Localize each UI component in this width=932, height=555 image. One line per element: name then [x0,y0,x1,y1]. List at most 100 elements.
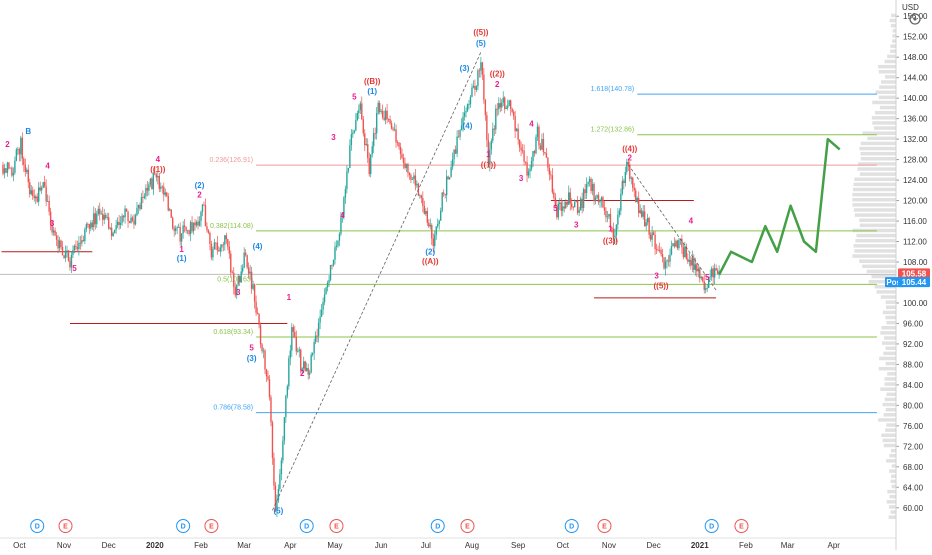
candle-body-467 [697,268,699,272]
dividend-marker-6[interactable]: D [430,519,445,533]
wave-label-37: ((4)) [622,144,637,153]
candle-body-458 [684,246,686,257]
profile-bar [878,70,896,74]
y-tick-label-23: 152.00 [903,33,928,42]
candle-body-457 [682,247,685,257]
earnings-marker-7[interactable]: E [460,519,475,533]
profile-bar [883,336,896,340]
earnings-marker-1[interactable]: E [58,519,73,533]
wave-label-6: ((1)) [150,165,165,174]
candle-body-187 [280,460,283,475]
candle-body-311 [465,111,467,113]
candle-body-363 [542,138,545,153]
candle-body-223 [334,247,336,260]
badge-label-1: Post [886,278,904,287]
dividend-marker-0[interactable]: D [30,519,45,533]
event-circle [299,519,314,533]
candle-body-382 [571,203,573,208]
candle-body-419 [626,161,628,172]
wave-label-44: 5 [705,273,710,282]
candle-body-399 [596,195,598,198]
candle-body-93 [140,197,143,210]
candle-body-222 [332,259,335,266]
candle-body-13 [21,137,24,159]
dividend-marker-8[interactable]: D [564,519,579,533]
overlay-layer [272,51,841,511]
profile-bar [852,187,896,192]
candle-body-230 [344,189,347,198]
candle-body-63 [96,213,98,225]
earnings-marker-5[interactable]: E [329,519,344,533]
candle-body-185 [277,488,280,501]
wave-label-25: ((5)) [473,28,488,37]
profile-bar [890,510,896,514]
candle-body-236 [353,130,356,133]
candle-body-176 [264,350,266,370]
profile-bar [889,469,896,473]
candle-body-381 [569,192,571,204]
profile-bar [887,489,896,494]
profile-bar [859,259,896,263]
candle-body-175 [262,350,265,352]
earnings-marker-9[interactable]: E [597,519,612,533]
candle-body-150 [225,235,228,240]
candle-body-453 [676,240,679,249]
dividend-marker-2[interactable]: D [176,519,191,533]
candle-body-54 [82,240,85,242]
candle-body-360 [538,126,540,146]
wave-label-3: 3 [50,219,55,228]
candle-body-56 [85,224,88,230]
candle-body-252 [377,102,379,114]
candle-body-181 [271,422,274,458]
candle-body-37 [57,239,59,249]
x-tick-label-11: Sep [511,541,526,550]
candle-body-294 [439,210,442,221]
x-tick-label-4: Feb [194,541,208,550]
candle-body-251 [375,113,378,134]
earnings-marker-3[interactable]: E [204,519,219,533]
candle-body-67 [102,213,104,220]
profile-bar [887,372,896,376]
wave-label-4: 5 [72,264,77,273]
profile-bar [881,80,896,84]
candle-body-477 [712,268,714,278]
candle-body-416 [621,180,624,194]
profile-bar [854,249,896,253]
candle-body-118 [177,226,180,228]
candle-body-206 [308,372,311,375]
candle-body-103 [155,174,158,178]
fib-label-4: 0.786(78.58) [213,405,253,412]
candle-body-49 [75,245,77,248]
candle-body-427 [638,197,640,214]
candle-body-101 [152,173,155,190]
candle-body-214 [320,309,323,317]
candle-body-313 [468,104,470,105]
candle-body-43 [66,250,68,252]
candle-body-465 [694,264,696,270]
candle-body-178 [267,376,269,380]
dividend-marker-4[interactable]: D [299,519,314,533]
wave-label-13: 5 [249,344,254,353]
candle-body-365 [545,153,548,158]
dividend-marker-10[interactable]: D [704,519,719,533]
candle-body-318 [475,86,478,90]
y-tick-label-4: 76.00 [903,422,924,431]
profile-bar [867,136,896,141]
x-tick-label-7: May [327,541,342,550]
candle-body-272 [407,163,409,173]
candle-body-26 [40,187,43,191]
gear-icon[interactable] [909,13,921,25]
wave-label-16: 2 [300,369,305,378]
candle-body-356 [532,151,534,162]
candle-body-478 [713,268,716,278]
candle-body-454 [678,239,680,249]
earnings-marker-11[interactable]: E [734,519,749,533]
profile-bar [880,387,896,391]
candle-body-27 [42,182,44,188]
candle-body-177 [265,369,268,377]
candle-body-410 [612,228,615,238]
candle-body-401 [599,200,601,203]
candle-body-50 [76,247,79,250]
event-label: D [304,524,309,531]
